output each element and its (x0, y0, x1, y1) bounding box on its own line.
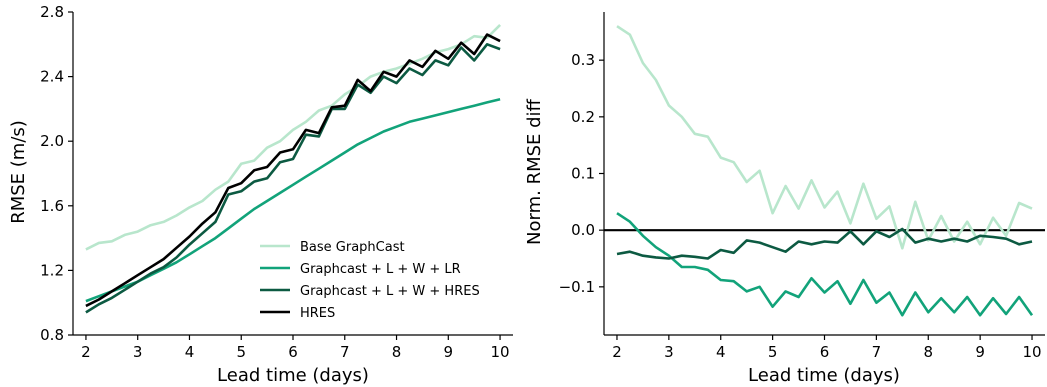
legend: Base GraphCast Graphcast + L + W + LR Grap… (260, 240, 480, 321)
legend-label: Base GraphCast (300, 240, 405, 255)
x-tick-label: 10 (491, 343, 510, 361)
y-tick-label: 1.6 (40, 197, 64, 215)
y-tick-label: 0.0 (571, 221, 595, 239)
y-tick-label: 0.3 (571, 51, 595, 69)
legend-label: Graphcast + L + W + LR (300, 262, 461, 277)
y-tick-label: 1.2 (40, 261, 64, 279)
x-tick-label: 5 (768, 343, 778, 361)
x-tick-label: 8 (392, 343, 402, 361)
x-tick-label: 4 (185, 343, 195, 361)
x-tick-label: 5 (236, 343, 246, 361)
y-tick-label: 0.8 (40, 326, 64, 344)
x-tick-label: 2 (612, 343, 622, 361)
x-tick-label: 9 (975, 343, 985, 361)
series-line-graphcast-l-w-hres (616, 227, 1033, 260)
x-tick-label: 10 (1022, 343, 1041, 361)
y-tick-label: 0.2 (571, 108, 595, 126)
series-line-graphcast-l-w-hres (85, 42, 501, 314)
x-tick-label: 7 (340, 343, 350, 361)
rmse-panel-xlabel: Lead time (days) (217, 365, 369, 386)
x-tick-label: 9 (444, 343, 454, 361)
x-tick-label: 4 (716, 343, 726, 361)
y-tick-label: 0.1 (571, 165, 595, 183)
series-line-graphcast-l-w-lr (85, 97, 501, 303)
rmse-panel: RMSE (m/s) Lead time (days) 2 3 4 5 6 7 8 9 10 0.… (8, 3, 513, 386)
series-line-graphcast-l-w-lr (616, 212, 1034, 317)
series-line-hres (85, 33, 501, 308)
norm-diff-panel: Norm. RMSE diff Lead time (days) 2 3 4 5 6 7 8… (524, 12, 1045, 386)
x-tick-label: 3 (133, 343, 143, 361)
x-tick-label: 7 (872, 343, 882, 361)
x-tick-label: 2 (81, 343, 91, 361)
y-tick-label: 2.8 (40, 3, 64, 21)
series-line-base-graphcast (616, 25, 1033, 250)
norm-diff-panel-xlabel: Lead time (days) (748, 365, 900, 386)
x-tick-label: 6 (288, 343, 298, 361)
y-tick-label: 2.4 (40, 68, 64, 86)
x-tick-label: 3 (664, 343, 674, 361)
series-line-base-graphcast (85, 23, 502, 251)
x-tick-label: 8 (923, 343, 933, 361)
x-tick-label: 6 (820, 343, 830, 361)
y-tick-label: 2.0 (40, 132, 64, 150)
rmse-panel-ylabel: RMSE (m/s) (8, 120, 29, 224)
y-tick-label: −0.1 (559, 278, 595, 296)
legend-label: Graphcast + L + W + HRES (300, 284, 480, 299)
norm-diff-panel-ylabel: Norm. RMSE diff (524, 98, 545, 245)
legend-label: HRES (300, 306, 335, 321)
